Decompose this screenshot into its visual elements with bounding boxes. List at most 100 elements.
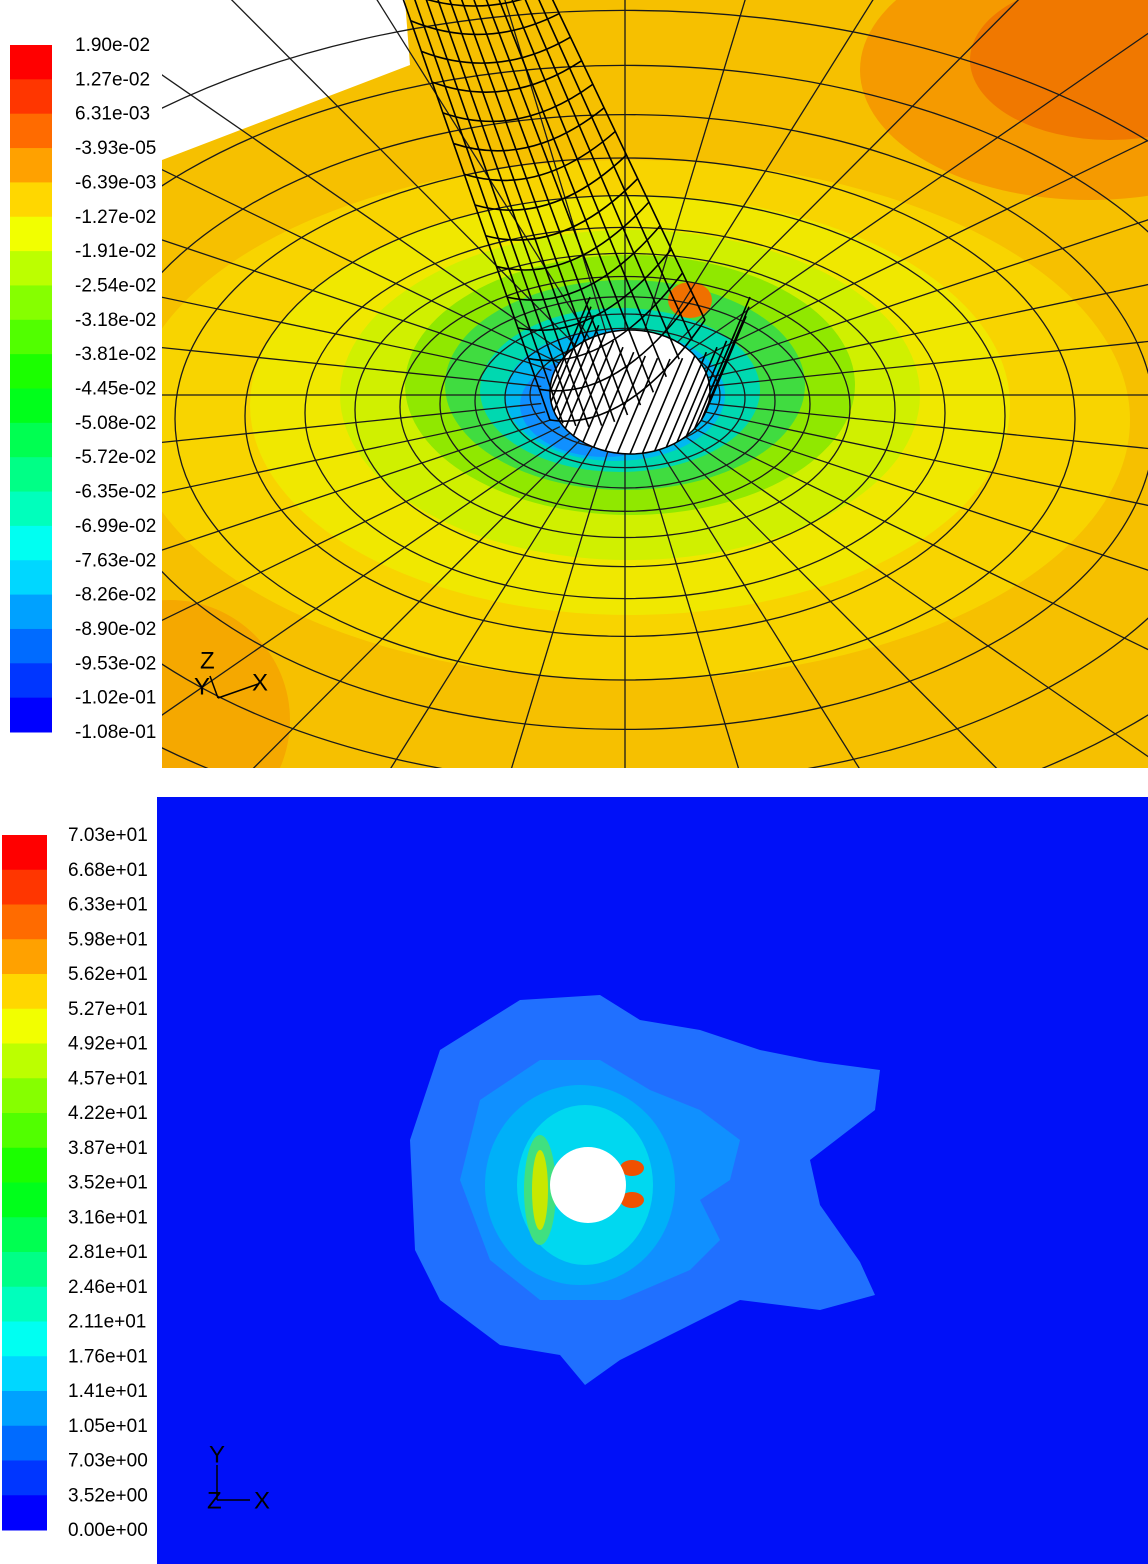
legend-label: 0.00e+00 bbox=[68, 1520, 148, 1541]
legend-swatch bbox=[10, 663, 52, 699]
wire-line bbox=[549, 296, 591, 393]
legend-swatch bbox=[2, 1321, 47, 1357]
legend-swatch bbox=[2, 1252, 47, 1288]
legend-label: 2.11e+01 bbox=[68, 1312, 146, 1333]
hot-spot bbox=[620, 1192, 644, 1208]
legend-swatch bbox=[10, 422, 52, 458]
legend-swatch bbox=[10, 697, 52, 733]
legend-swatch bbox=[10, 354, 52, 389]
legend-label: -6.35e-02 bbox=[75, 482, 156, 503]
legend-label: -7.63e-02 bbox=[75, 550, 156, 571]
warm-zone bbox=[970, 0, 1148, 140]
mesh-line bbox=[162, 419, 552, 551]
legend-swatch bbox=[10, 594, 52, 630]
legend-label: 1.90e-02 bbox=[75, 35, 150, 56]
mesh-line bbox=[162, 346, 542, 388]
bottom-contour bbox=[157, 797, 1148, 1564]
legend-swatch bbox=[10, 491, 52, 527]
wire-line bbox=[539, 295, 695, 392]
mesh-line bbox=[667, 437, 998, 768]
mesh-line bbox=[162, 432, 571, 716]
cylinder-section bbox=[550, 1147, 626, 1223]
legend-swatch bbox=[2, 1425, 47, 1461]
wire-line bbox=[485, 178, 639, 241]
mesh-line bbox=[698, 219, 1148, 371]
legend-swatch bbox=[10, 560, 52, 596]
legend-swatch bbox=[10, 388, 52, 424]
legend-label: -1.02e-01 bbox=[75, 688, 156, 709]
legend-swatch bbox=[2, 1217, 47, 1253]
wire-line bbox=[705, 315, 747, 412]
legend-swatch bbox=[2, 1043, 47, 1079]
wire-line bbox=[498, 0, 655, 393]
wire-line bbox=[485, 0, 642, 406]
legend-label: -1.08e-01 bbox=[75, 722, 156, 743]
wire-line bbox=[506, 225, 661, 301]
legend-swatch bbox=[2, 1147, 47, 1183]
axis-label: Y bbox=[194, 673, 210, 700]
wire-line bbox=[653, 355, 696, 452]
legend-label: -3.93e-05 bbox=[75, 138, 156, 159]
legend-label: 1.76e+01 bbox=[68, 1346, 148, 1367]
legend-label: 3.87e+01 bbox=[68, 1138, 148, 1159]
wire-line bbox=[421, 36, 571, 64]
legend-swatch bbox=[2, 1182, 47, 1218]
legend-label: -1.27e-02 bbox=[75, 207, 156, 228]
wire-line bbox=[629, 358, 671, 455]
mesh-line bbox=[679, 432, 1148, 758]
mesh-line bbox=[162, 168, 561, 364]
mesh-line bbox=[689, 139, 1148, 364]
legend-label: 3.52e+01 bbox=[68, 1173, 148, 1194]
wire-line bbox=[437, 0, 590, 428]
wire-line bbox=[641, 357, 684, 454]
mesh-line bbox=[704, 411, 1148, 507]
legend-label: 6.68e+01 bbox=[68, 860, 148, 881]
wire-line bbox=[582, 346, 624, 443]
legend-label: 6.33e+01 bbox=[68, 895, 148, 916]
legend-label: 6.31e-03 bbox=[75, 104, 150, 125]
wire-line bbox=[604, 355, 647, 452]
legend-swatch bbox=[10, 79, 52, 115]
legend-label: 4.57e+01 bbox=[68, 1068, 148, 1089]
legend-label: -5.72e-02 bbox=[75, 447, 156, 468]
legend-swatch bbox=[2, 1460, 47, 1496]
top-contour bbox=[162, 0, 1148, 768]
legend-swatch bbox=[10, 182, 52, 218]
legend-swatch bbox=[10, 628, 52, 664]
legend-label: 5.27e+01 bbox=[68, 999, 148, 1020]
wire-line bbox=[460, 0, 616, 423]
legend-swatch bbox=[10, 251, 52, 286]
mesh-line bbox=[689, 426, 1148, 651]
wire-line bbox=[425, 0, 523, 7]
legend-swatch bbox=[10, 45, 52, 80]
legend-swatch bbox=[2, 939, 47, 975]
legend-label: -1.91e-02 bbox=[75, 241, 156, 262]
legend-swatch bbox=[10, 285, 52, 321]
wire-line bbox=[528, 272, 684, 362]
legend-label: -2.54e-02 bbox=[75, 275, 156, 296]
legend-label: 2.46e+01 bbox=[68, 1277, 148, 1298]
legend-swatch bbox=[2, 1391, 47, 1427]
axis-line bbox=[217, 683, 259, 699]
wire-line bbox=[685, 340, 728, 437]
contour-band bbox=[532, 1150, 548, 1230]
legend-swatch bbox=[2, 904, 47, 940]
legend-swatch bbox=[10, 457, 52, 493]
legend-swatch bbox=[2, 1356, 47, 1392]
legend-label: 3.16e+01 bbox=[68, 1207, 148, 1228]
mesh-line bbox=[653, 440, 860, 768]
legend-label: -6.39e-03 bbox=[75, 172, 156, 193]
legend-label: -9.53e-02 bbox=[75, 653, 156, 674]
legend-swatch bbox=[2, 974, 47, 1010]
hot-spot bbox=[620, 1160, 644, 1176]
wire-line bbox=[616, 357, 659, 454]
legend-label: -4.45e-02 bbox=[75, 379, 156, 400]
legend-label: 4.22e+01 bbox=[68, 1103, 148, 1124]
mesh-line bbox=[162, 411, 546, 494]
wire-line bbox=[665, 351, 708, 448]
axis-label: Z bbox=[200, 647, 215, 674]
legend-label: -5.08e-02 bbox=[75, 413, 156, 434]
mesh-line bbox=[653, 0, 874, 350]
warm-zone bbox=[162, 600, 290, 768]
